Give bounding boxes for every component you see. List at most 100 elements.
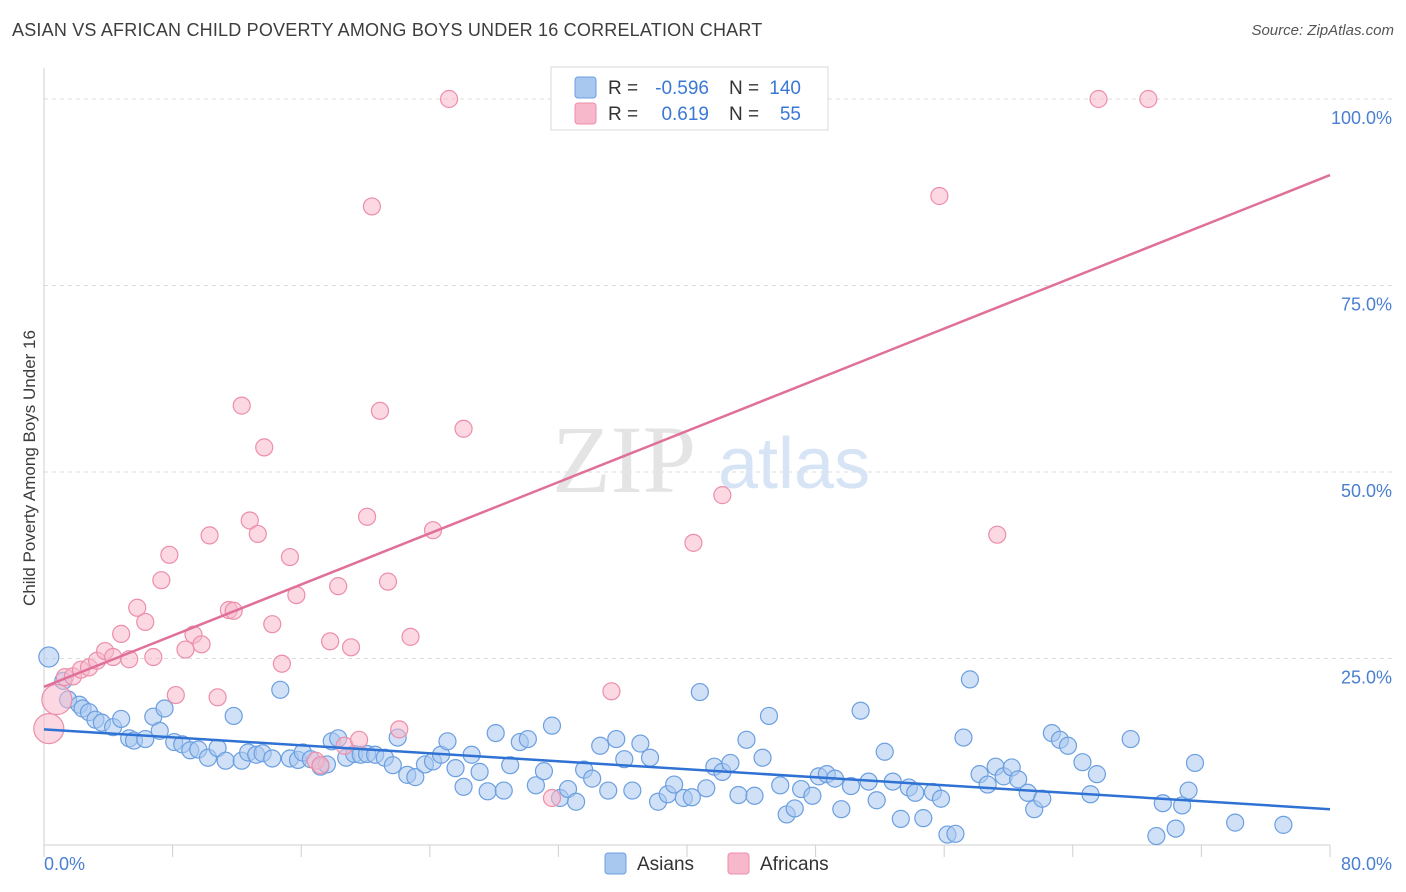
y-tick-labels: 100.0% 75.0% 50.0% 25.0%: [1331, 108, 1392, 688]
asians-point-96: [803, 786, 822, 805]
asians-point-128: [1058, 736, 1078, 755]
africans-point-15: [160, 545, 179, 564]
asians-point-64: [542, 716, 562, 735]
asians-point-62: [526, 776, 545, 795]
africans-point-41: [370, 401, 390, 420]
asians-point-134: [1147, 826, 1166, 846]
africans-point-49: [602, 682, 621, 701]
asians-point-129: [1073, 753, 1092, 772]
africans-point-29: [272, 654, 292, 673]
asians-point-74: [623, 781, 642, 800]
africans-point-53: [988, 525, 1007, 544]
africans-point-9: [112, 624, 131, 643]
asians-point-28: [263, 749, 282, 768]
asians-point-89: [745, 786, 764, 805]
asians-point-92: [771, 776, 790, 795]
asians-point-104: [867, 791, 886, 810]
legend-r-value-africans: 0.619: [661, 104, 709, 125]
asians-point-122: [1009, 770, 1028, 789]
africans-point-50: [684, 533, 703, 552]
asians-point-100: [832, 800, 851, 819]
legend-swatch-asians: [574, 76, 597, 99]
africans-point-35: [329, 577, 348, 596]
legend-n-value-asians: 140: [769, 78, 801, 99]
africans-point-40: [362, 197, 382, 216]
legend-r-label-africans: R =: [608, 104, 638, 125]
africans-point-12: [136, 612, 155, 632]
asians-point-115: [954, 728, 973, 747]
asians-point-79: [665, 775, 684, 794]
series-asians-points: [38, 646, 1293, 846]
africans-point-34: [321, 632, 340, 651]
asians-point-72: [607, 729, 626, 749]
asians-point-51: [438, 732, 457, 751]
series-africans-points: [33, 89, 1158, 808]
africans-point-1: [41, 683, 73, 716]
asians-point-0: [38, 646, 60, 668]
legend-n-label-africans: N =: [729, 104, 759, 125]
asians-point-56: [478, 782, 497, 801]
source-label: Source: ZipAtlas.com: [1251, 22, 1394, 39]
asians-point-23: [224, 706, 243, 726]
asians-point-29: [271, 680, 290, 699]
asians-point-94: [785, 799, 804, 818]
asians-point-140: [1274, 815, 1293, 834]
legend-r-label-asians: R =: [608, 78, 638, 99]
gridlines: [44, 98, 1392, 659]
asians-point-59: [501, 756, 520, 775]
asians-point-107: [891, 809, 910, 828]
asians-point-135: [1166, 819, 1185, 838]
asians-point-61: [518, 729, 537, 749]
africans-point-28: [263, 615, 282, 634]
asians-point-15: [155, 699, 174, 718]
africans-point-54: [1089, 89, 1108, 109]
africans-point-25: [240, 511, 259, 530]
watermark: ZIP atlas: [552, 406, 870, 513]
asians-point-83: [697, 779, 716, 798]
africans-point-13: [144, 647, 163, 667]
africans-point-51: [713, 486, 732, 505]
watermark-zip: ZIP: [552, 406, 696, 513]
asians-point-75: [631, 734, 650, 753]
legend-r-value-asians: -0.596: [655, 78, 709, 99]
asians-point-137: [1179, 781, 1198, 800]
asians-point-9: [112, 709, 131, 729]
series-legend: Asians Africans: [604, 852, 829, 875]
africans-point-47: [454, 419, 473, 438]
asians-point-22: [216, 751, 235, 770]
x-tick-labels: 0.0% 80.0%: [44, 854, 1392, 874]
asians-point-52: [446, 759, 465, 778]
africans-point-19: [192, 635, 211, 654]
africans-point-37: [341, 638, 361, 657]
asians-point-81: [682, 788, 701, 807]
trend-line-africans: [43, 173, 1331, 689]
africans-point-11: [128, 598, 147, 617]
asians-point-44: [383, 756, 402, 775]
africans-point-43: [390, 720, 409, 739]
asians-point-91: [759, 706, 779, 726]
africans-point-55: [1139, 89, 1158, 109]
asians-point-109: [906, 783, 925, 802]
legend-n-value-africans: 55: [780, 104, 801, 125]
asians-point-69: [583, 769, 602, 788]
watermark-atlas: atlas: [718, 424, 870, 504]
y-tick-label-3: 25.0%: [1341, 668, 1392, 688]
africans-point-24: [232, 396, 251, 415]
y-tick-label-2: 50.0%: [1341, 481, 1392, 501]
asians-point-57: [486, 723, 505, 743]
legend-box: [550, 66, 829, 131]
asians-point-118: [978, 775, 997, 794]
africans-point-48: [542, 788, 562, 808]
asians-point-112: [931, 789, 951, 808]
africans-point-14: [152, 571, 171, 590]
africans-point-38: [349, 730, 369, 749]
asians-point-82: [690, 682, 709, 702]
trend-lines: [43, 173, 1331, 811]
bottom-legend-label-asians: Asians: [637, 854, 694, 875]
asians-point-131: [1087, 765, 1107, 784]
bottom-legend-swatch-africans: [727, 852, 750, 875]
asians-point-86: [721, 753, 740, 773]
africans-point-30: [280, 547, 300, 567]
chart-title: ASIAN VS AFRICAN CHILD POVERTY AMONG BOY…: [12, 20, 763, 40]
